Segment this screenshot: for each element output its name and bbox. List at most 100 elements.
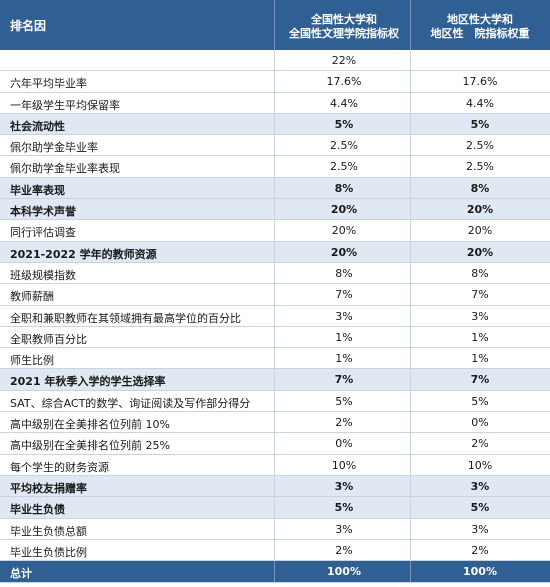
row-label: 高中级别在全美排名位列前 25% [10,439,170,453]
row-label: 教师薪酬 [10,290,54,304]
national-weight-cell: 17.6% [326,75,362,89]
national-weight-cell: 10% [331,458,357,472]
column-divider [410,326,411,348]
national-weight-cell: 20% [330,203,358,217]
table-row: 毕业生负债总额 3% 3% [0,518,550,540]
row-label: 平均校友捐赠率 [10,481,87,495]
national-weight-cell: 2.5% [330,139,358,153]
column-divider [274,326,275,348]
national-weight-cell: 3% [335,309,353,323]
regional-weight-cell: 10% [467,458,493,472]
table-row: 高中级别在全美排名位列前 10% 2% 0% [0,412,550,434]
header-divider [410,0,411,50]
row-label: 毕业生负债比例 [10,545,87,559]
column-divider [274,177,275,199]
national-weight-cell: 20% [331,224,357,238]
header-regional-line1: 地区性大学和 [447,13,513,26]
regional-weight-cell: 2.5% [466,160,494,174]
column-divider [274,156,275,177]
column-divider [274,305,275,326]
column-divider [410,305,411,326]
table-row: 22% [0,50,550,72]
table-row: 六年平均毕业率 17.6% 17.6% [0,71,550,93]
regional-weight-cell: 20% [467,224,493,238]
regional-weight-cell: 20% [466,203,494,217]
national-weight-cell: 3% [335,522,353,536]
row-label: 同行评估调查 [10,226,76,240]
table-row: 一年级学生平均保留率 4.4% 4.4% [0,92,550,114]
column-divider [274,348,275,369]
column-divider [274,241,275,262]
column-divider [410,50,411,71]
row-label: 总计 [10,567,32,581]
regional-weight-cell: 20% [466,245,494,259]
column-divider [410,92,411,113]
table-row: 毕业生负债比例 2% 2% [0,539,550,562]
column-divider [410,284,411,305]
regional-weight-cell: 2% [471,437,489,451]
row-label: 毕业生负债总额 [10,524,87,538]
table-row: SAT、综合ACT的数学、询证阅读及写作部分得分 5% 5% [0,390,550,413]
regional-weight-cell: 3% [470,479,490,493]
section-row: 毕业率表现 8% 8% [0,177,550,200]
table-row: 佩尔助学金毕业率 2.5% 2.5% [0,135,550,157]
table-body: 22% 六年平均毕业率 17.6% 17.6% 一年级学生平均保留率 4.4% 4.4% 社会… [0,50,550,584]
column-divider [410,412,411,433]
column-divider [410,156,411,177]
column-divider [274,390,275,412]
national-weight-cell: 5% [334,501,354,515]
national-weight-cell: 100% [327,565,361,579]
column-divider [410,220,411,241]
header-national-line2: 全国性文理学院指标权 [289,27,399,40]
column-divider [410,241,411,262]
column-divider [410,369,411,390]
row-label: 班级规模指数 [10,268,76,282]
column-divider [410,71,411,92]
national-weight-cell: 20% [330,245,358,259]
national-weight-cell: 1% [335,352,353,366]
row-label: 社会流动性 [10,119,65,133]
header-national-line1: 全国性大学和 [311,13,377,26]
national-weight-cell: 2% [335,543,353,557]
column-divider [410,348,411,369]
regional-weight-cell: 5% [470,501,490,515]
national-weight-cell: 8% [335,266,353,280]
column-divider [410,497,411,518]
column-divider [410,539,411,561]
column-divider [274,433,275,454]
regional-weight-cell: 8% [471,266,489,280]
header-national-weight: 全国性大学和 全国性文理学院指标权 [274,13,414,41]
row-label: 毕业率表现 [10,183,65,197]
table-row: 教师薪酬 7% 7% [0,284,550,306]
column-divider [410,262,411,284]
regional-weight-cell: 4.4% [466,96,494,110]
column-divider [274,113,275,135]
column-divider [410,454,411,475]
regional-weight-cell: 2% [471,543,489,557]
row-label: 高中级别在全美排名位列前 10% [10,418,170,432]
table-row: 高中级别在全美排名位列前 25% 0% 2% [0,433,550,455]
column-divider [274,475,275,497]
column-divider [410,199,411,220]
national-weight-cell: 0% [335,437,353,451]
column-divider [274,92,275,113]
table-row: 全职和兼职教师在其领域拥有最高学位的百分比 3% 3% [0,305,550,327]
column-divider [274,199,275,220]
regional-weight-cell: 7% [471,288,489,302]
regional-weight-cell: 100% [463,565,497,579]
header-divider [274,0,275,50]
column-divider [274,539,275,561]
column-divider [274,50,275,71]
regional-weight-cell: 3% [471,522,489,536]
header-regional-weight: 地区性大学和 地区性 院指标权重 [410,13,550,41]
column-divider [410,433,411,454]
column-divider [274,497,275,518]
national-weight-cell: 2% [335,416,353,430]
row-label: 全职和兼职教师在其领域拥有最高学位的百分比 [10,311,241,325]
section-row: 本科学术声誉 20% 20% [0,199,550,221]
row-label: 每个学生的财务资源 [10,460,109,474]
column-divider [410,390,411,412]
row-label: 2021 年秋季入学的学生选择率 [10,375,166,389]
table-row: 班级规模指数 8% 8% [0,262,550,285]
